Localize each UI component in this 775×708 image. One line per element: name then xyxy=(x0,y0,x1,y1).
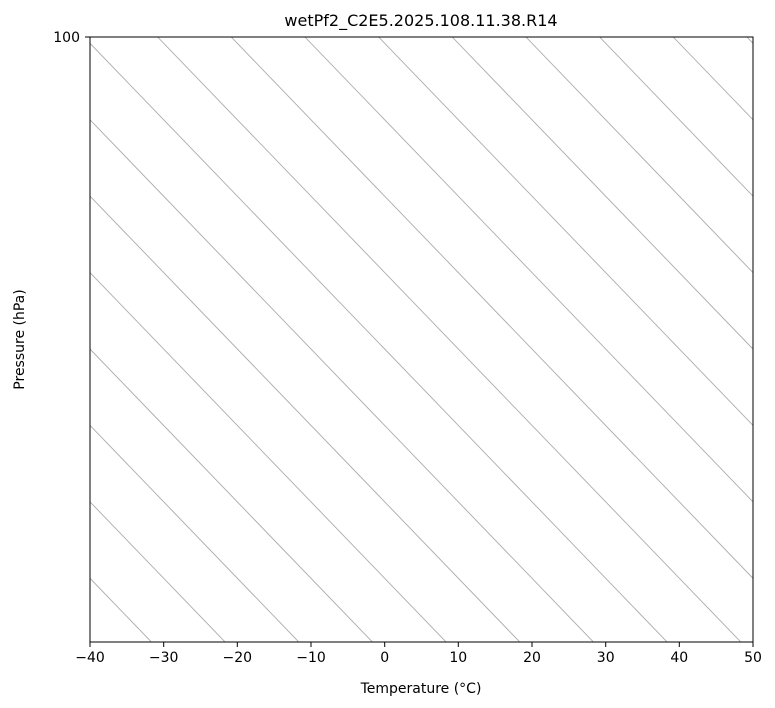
x-axis-label: Temperature (°C) xyxy=(360,681,482,697)
x-tick-label: −20 xyxy=(223,650,253,666)
dry-adiabat xyxy=(684,37,687,38)
isotherm-line xyxy=(304,37,753,503)
y-axis-label: Pressure (hPa) xyxy=(12,289,28,389)
isotherm-line xyxy=(90,501,226,642)
isotherm-line xyxy=(746,37,753,44)
isotherm-line xyxy=(599,37,753,197)
dry-adiabat xyxy=(532,37,534,38)
plot-frame xyxy=(89,36,754,643)
isotherm-line xyxy=(525,37,753,274)
isotherm-line xyxy=(90,271,447,642)
background-lines xyxy=(90,0,775,642)
dry-adiabat xyxy=(570,37,572,38)
x-tick-label: 10 xyxy=(449,650,467,666)
isotherm-line xyxy=(90,195,521,642)
x-tick-label: 0 xyxy=(380,650,389,666)
x-tick-label: 40 xyxy=(670,650,688,666)
dry-adiabat xyxy=(608,37,610,38)
x-tick-label: 30 xyxy=(597,650,615,666)
x-tick-label: −30 xyxy=(149,650,179,666)
isotherm-line xyxy=(90,348,373,642)
isotherm-line xyxy=(90,119,594,642)
dry-adiabat xyxy=(722,37,725,38)
x-tick-label: −40 xyxy=(75,650,105,666)
isotherm-line xyxy=(230,37,753,579)
chart-title: wetPf2_C2E5.2025.108.11.38.R14 xyxy=(284,11,557,31)
isotherm-line xyxy=(90,424,300,642)
axis-layer: −40−30−20−100102030405010020030040050060… xyxy=(53,30,762,666)
x-tick-label: −10 xyxy=(296,650,326,666)
isotherm-label: -100 xyxy=(245,0,274,22)
isotherm-line xyxy=(157,37,742,642)
y-tick-label: 100 xyxy=(53,30,80,46)
moist-adiabat xyxy=(552,37,555,38)
x-tick-label: 20 xyxy=(523,650,541,666)
isotherm-line xyxy=(378,37,753,427)
isotherm-line xyxy=(672,37,753,121)
isotherm-line xyxy=(451,37,753,350)
x-tick-label: 50 xyxy=(744,650,762,666)
dry-adiabat xyxy=(761,0,775,37)
isotherm-line xyxy=(90,42,668,642)
dry-adiabat xyxy=(646,37,649,38)
